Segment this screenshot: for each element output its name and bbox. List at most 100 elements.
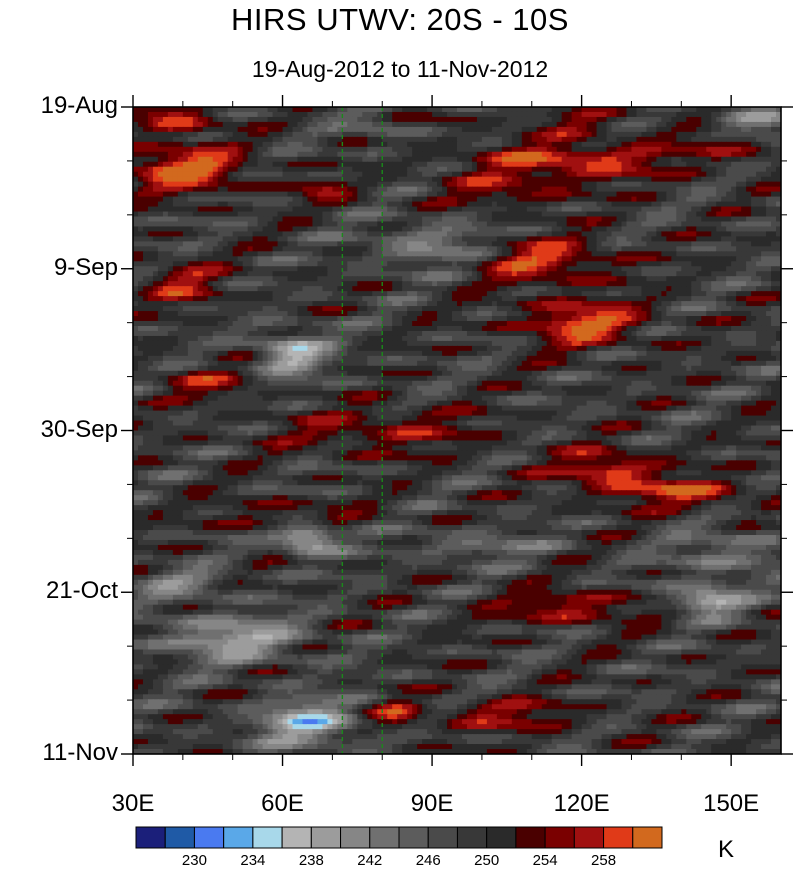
heatmap-cell bbox=[501, 261, 508, 267]
heatmap-cell bbox=[157, 116, 164, 123]
heatmap-cell bbox=[671, 156, 677, 163]
heatmap-cell bbox=[771, 221, 777, 228]
heatmap-cell bbox=[417, 236, 423, 242]
heatmap-cell bbox=[227, 211, 234, 218]
heatmap-cell bbox=[217, 271, 224, 277]
heatmap-cell bbox=[337, 206, 343, 213]
heatmap-cell bbox=[277, 236, 284, 242]
heatmap-cell bbox=[307, 261, 314, 267]
heatmap-cell bbox=[546, 126, 553, 133]
heatmap-cell bbox=[167, 191, 174, 198]
heatmap-cell bbox=[332, 226, 338, 233]
heatmap-cell bbox=[442, 286, 448, 292]
heatmap-cell bbox=[322, 126, 328, 133]
heatmap-cell bbox=[521, 276, 528, 282]
heatmap-cell bbox=[721, 231, 727, 237]
heatmap-cell bbox=[322, 151, 328, 158]
heatmap-cell bbox=[711, 271, 717, 277]
heatmap-cell bbox=[666, 221, 672, 228]
heatmap-cell bbox=[736, 146, 742, 153]
heatmap-cell bbox=[576, 196, 583, 203]
heatmap-cell bbox=[332, 116, 338, 123]
heatmap-cell bbox=[571, 171, 578, 178]
heatmap-cell bbox=[432, 151, 438, 158]
heatmap-cell bbox=[292, 191, 299, 198]
heatmap-cell bbox=[217, 171, 224, 178]
heatmap-cell bbox=[611, 146, 618, 153]
heatmap-cell bbox=[491, 281, 498, 287]
heatmap-cell bbox=[761, 171, 767, 178]
heatmap-cell bbox=[252, 141, 259, 148]
heatmap-cell bbox=[496, 156, 503, 163]
heatmap-cell bbox=[506, 251, 513, 257]
heatmap-cell bbox=[546, 256, 553, 262]
heatmap-cell bbox=[546, 291, 553, 297]
heatmap-cell bbox=[651, 216, 657, 223]
heatmap-cell bbox=[676, 181, 682, 188]
heatmap-cell bbox=[716, 191, 722, 198]
heatmap-cell bbox=[561, 241, 568, 247]
heatmap-cell bbox=[526, 266, 533, 272]
heatmap-cell bbox=[307, 116, 314, 123]
heatmap-cell bbox=[397, 236, 403, 242]
heatmap-cell bbox=[352, 151, 358, 158]
heatmap-cell bbox=[327, 196, 333, 203]
heatmap-cell bbox=[526, 171, 533, 178]
heatmap-cell bbox=[511, 141, 518, 148]
heatmap-cell bbox=[327, 231, 333, 237]
heatmap-cell bbox=[202, 186, 209, 193]
heatmap-cell bbox=[621, 271, 628, 277]
heatmap-cell bbox=[232, 116, 239, 123]
heatmap-cell bbox=[516, 231, 523, 237]
heatmap-cell bbox=[696, 111, 702, 118]
heatmap-cell bbox=[461, 211, 468, 218]
heatmap-cell bbox=[501, 271, 508, 277]
heatmap-cell bbox=[696, 231, 702, 237]
heatmap-cell bbox=[686, 141, 692, 148]
heatmap-cell bbox=[212, 111, 219, 118]
heatmap-cell bbox=[491, 107, 498, 113]
heatmap-cell bbox=[172, 211, 179, 218]
heatmap-cell bbox=[666, 266, 672, 272]
heatmap-cell bbox=[167, 186, 174, 193]
heatmap-cell bbox=[457, 141, 463, 148]
heatmap-cell bbox=[222, 226, 229, 233]
heatmap-cell bbox=[327, 156, 333, 163]
heatmap-cell bbox=[297, 216, 304, 223]
heatmap-cell bbox=[471, 231, 478, 237]
heatmap-cell bbox=[711, 216, 717, 223]
heatmap-cell bbox=[347, 296, 353, 302]
heatmap-cell bbox=[511, 291, 518, 297]
heatmap-cell bbox=[466, 231, 473, 237]
heatmap-cell bbox=[516, 246, 523, 252]
heatmap-cell bbox=[317, 136, 324, 143]
heatmap-cell bbox=[282, 166, 289, 173]
heatmap-cell bbox=[681, 156, 687, 163]
heatmap-cell bbox=[182, 131, 189, 138]
heatmap-cell bbox=[457, 226, 463, 233]
heatmap-cell bbox=[332, 126, 338, 133]
heatmap-cell bbox=[686, 236, 692, 242]
heatmap-cell bbox=[392, 236, 398, 242]
heatmap-cell bbox=[501, 181, 508, 188]
heatmap-cell bbox=[442, 196, 448, 203]
heatmap-cell bbox=[207, 146, 214, 153]
heatmap-cell bbox=[352, 116, 358, 123]
heatmap-cell bbox=[182, 156, 189, 163]
heatmap-cell bbox=[526, 256, 533, 262]
heatmap-cell bbox=[402, 136, 408, 143]
heatmap-cell bbox=[407, 166, 413, 173]
heatmap-cell bbox=[427, 161, 433, 168]
heatmap-cell bbox=[197, 116, 204, 123]
heatmap-cell bbox=[187, 111, 194, 118]
heatmap-cell bbox=[247, 241, 254, 247]
heatmap-cell bbox=[427, 111, 433, 118]
heatmap-cell bbox=[766, 181, 772, 188]
heatmap-cell bbox=[417, 146, 423, 153]
heatmap-cell bbox=[766, 166, 772, 173]
heatmap-cell bbox=[736, 121, 742, 128]
heatmap-cell bbox=[506, 146, 513, 153]
heatmap-cell bbox=[177, 236, 184, 242]
heatmap-cell bbox=[182, 191, 189, 198]
heatmap-cell bbox=[317, 221, 324, 228]
